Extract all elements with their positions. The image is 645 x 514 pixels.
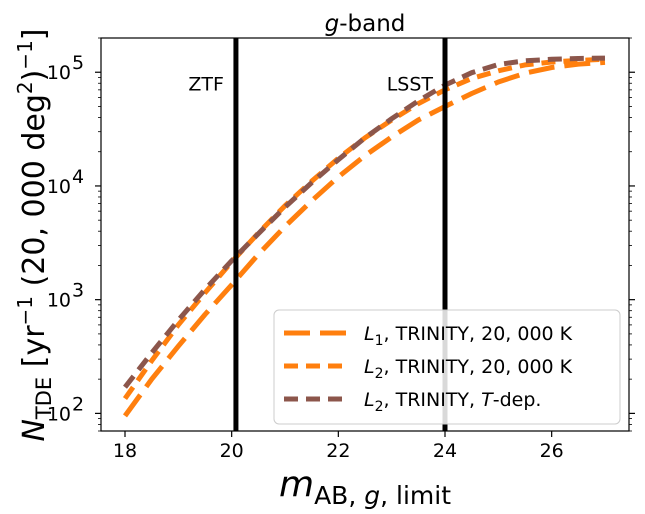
xlabel-sub: AB, xyxy=(314,481,364,510)
y-tick-label: 10 xyxy=(47,403,71,425)
x-tick-label: 24 xyxy=(433,440,457,462)
legend-l2-sub: 2 xyxy=(375,366,384,382)
legend-label-l1: L1, TRINITY, 20, 000 K xyxy=(364,323,573,349)
legend: L1, TRINITY, 20, 000 K L2, TRINITY, 20, … xyxy=(273,309,621,425)
x-tick-label: 18 xyxy=(113,440,137,462)
title-italic: g xyxy=(325,11,340,37)
y-axis-label: NTDE [yr−1 (20, 000 deg2)−1] xyxy=(13,28,56,441)
legend-l2t-rest2: -dep. xyxy=(493,389,542,411)
series-line-l1 xyxy=(122,59,606,418)
xlabel-tail: , limit xyxy=(380,481,451,510)
vline-label-lsst: LSST xyxy=(387,73,434,95)
y-tick-exponent: 4 xyxy=(72,166,84,188)
ylabel-b2: (20, 000 deg xyxy=(17,94,52,296)
ylabel-b4: ] xyxy=(17,28,52,40)
y-tick-exponent: 5 xyxy=(72,52,84,74)
ylabel-sub: TDE xyxy=(32,377,56,420)
ylabel-b3: ) xyxy=(17,70,52,82)
legend-l1-sub: 1 xyxy=(375,333,384,349)
chart-title: g-band xyxy=(325,11,406,37)
ylabel-n: N xyxy=(17,419,52,441)
legend-l2t-italic: T xyxy=(481,389,494,411)
x-tick-label: 22 xyxy=(326,440,350,462)
legend-l2-rest: , TRINITY, 20, 000 K xyxy=(384,356,573,378)
legend-label-l2: L2, TRINITY, 20, 000 K xyxy=(364,356,573,382)
x-axis-label: mAB, g, limit xyxy=(279,464,451,510)
legend-l2t-sub: 2 xyxy=(375,399,384,415)
ylabel-e3: −1 xyxy=(13,40,37,69)
x-tick-label: 20 xyxy=(220,440,244,462)
ylabel-e1: −1 xyxy=(13,296,37,325)
y-axis-label-group: NTDE [yr−1 (20, 000 deg2)−1] xyxy=(13,28,56,441)
legend-l1-rest: , TRINITY, 20, 000 K xyxy=(384,323,573,345)
y-tick-label: 10 xyxy=(47,176,71,198)
plot-frame xyxy=(100,37,630,432)
legend-l1-main: L xyxy=(364,323,375,345)
legend-box xyxy=(273,309,621,425)
y-tick-exponent: 2 xyxy=(72,393,84,415)
vline-label-ztf: ZTF xyxy=(188,73,224,95)
xlabel-g: g xyxy=(364,481,380,510)
legend-l2-main: L xyxy=(364,356,375,378)
title-rest: -band xyxy=(339,11,405,37)
ylabel-e2: 2 xyxy=(13,81,37,94)
ylabel-b1: [yr xyxy=(17,325,52,377)
legend-label-l2-tdep: L2, TRINITY, T-dep. xyxy=(364,389,541,415)
x-tick-label: 26 xyxy=(540,440,564,462)
y-tick-label: 10 xyxy=(47,62,71,84)
legend-l2t-rest: , TRINITY, xyxy=(384,389,482,411)
y-tick-exponent: 3 xyxy=(72,280,84,302)
xlabel-m: m xyxy=(279,464,314,505)
y-tick-label: 10 xyxy=(47,290,71,312)
legend-l2t-main: L xyxy=(364,389,375,411)
series-layer xyxy=(122,55,606,418)
